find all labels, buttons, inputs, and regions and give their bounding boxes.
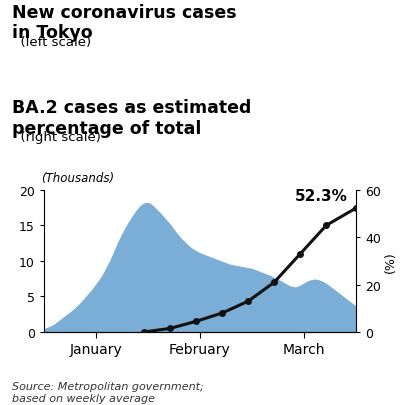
Text: BA.2 cases as estimated
percentage of total: BA.2 cases as estimated percentage of to… <box>12 99 251 137</box>
Text: 52.3%: 52.3% <box>295 188 348 203</box>
Y-axis label: (%): (%) <box>384 250 397 272</box>
Text: (Thousands): (Thousands) <box>41 172 114 185</box>
Text: New coronavirus cases
in Tokyo: New coronavirus cases in Tokyo <box>12 4 237 42</box>
Text: (right scale): (right scale) <box>12 99 101 144</box>
Text: Source: Metropolitan government;
based on weekly average: Source: Metropolitan government; based o… <box>12 382 204 403</box>
Text: (left scale): (left scale) <box>12 4 91 49</box>
